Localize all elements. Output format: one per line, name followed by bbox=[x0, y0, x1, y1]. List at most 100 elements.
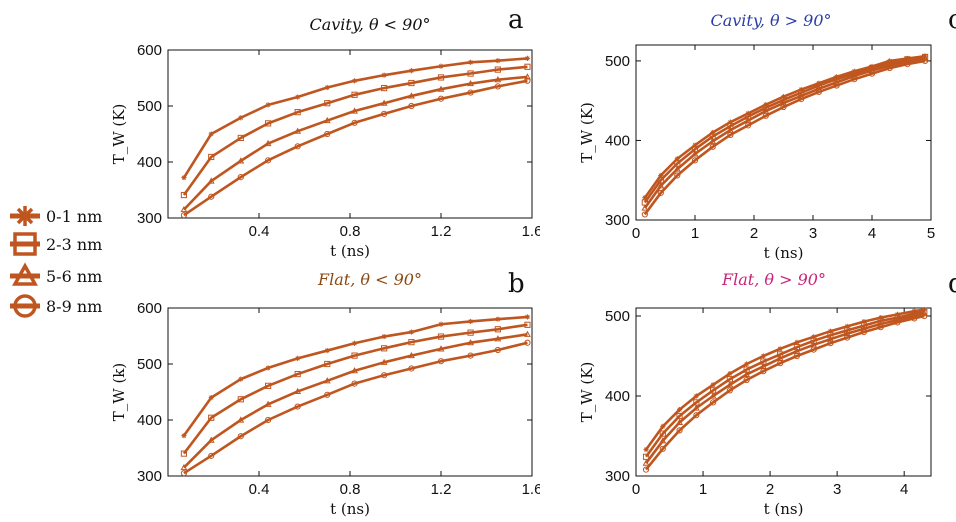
data-point bbox=[237, 174, 244, 181]
data-point bbox=[798, 86, 804, 93]
legend-marker-shape bbox=[13, 232, 37, 256]
data-point bbox=[894, 319, 901, 326]
data-point bbox=[381, 345, 388, 352]
data-point bbox=[760, 353, 766, 359]
x-tick-label: 4 bbox=[868, 225, 876, 242]
series-line bbox=[645, 308, 925, 451]
data-point bbox=[709, 137, 717, 144]
data-point bbox=[467, 339, 475, 346]
data-point bbox=[467, 318, 474, 325]
data-point bbox=[265, 102, 271, 108]
series-2 bbox=[641, 54, 929, 211]
series-line bbox=[643, 55, 926, 204]
data-point bbox=[660, 423, 666, 429]
x-tick-label: 2 bbox=[750, 225, 758, 242]
series-2 bbox=[180, 73, 531, 213]
data-point bbox=[294, 403, 301, 410]
data-point bbox=[868, 70, 876, 77]
series-0 bbox=[181, 314, 531, 439]
data-point bbox=[844, 334, 851, 341]
series-line bbox=[643, 54, 926, 199]
chart-title: Cavity, θ > 90° bbox=[710, 11, 831, 30]
data-point bbox=[659, 430, 666, 437]
data-point bbox=[524, 314, 531, 320]
y-tick-label: 500 bbox=[605, 53, 630, 70]
data-point bbox=[351, 367, 358, 374]
data-point bbox=[827, 332, 834, 339]
plot-frame bbox=[635, 44, 932, 221]
data-point bbox=[180, 191, 188, 199]
x-tick-label: 1 bbox=[699, 481, 707, 498]
data-point bbox=[743, 376, 750, 384]
data-point bbox=[295, 94, 301, 100]
data-point bbox=[265, 382, 272, 389]
chart-b: 0.4 0.8 1.2 1.6 300 400 500 600 t (ns) T_W (k) Fla… bbox=[110, 269, 540, 518]
data-point bbox=[780, 103, 787, 111]
data-point bbox=[351, 119, 358, 126]
data-point bbox=[381, 372, 388, 379]
legend-entry-1: 2-3 nm bbox=[10, 232, 102, 256]
data-point bbox=[878, 315, 884, 321]
series-2 bbox=[180, 330, 531, 471]
y-axis-label: T_W (K) bbox=[578, 102, 596, 163]
data-point bbox=[208, 452, 215, 459]
data-point bbox=[494, 346, 501, 354]
data-point bbox=[238, 115, 244, 121]
data-point bbox=[727, 131, 734, 138]
legend-marker-shape bbox=[13, 294, 37, 318]
x-axis-label: t (ns) bbox=[330, 242, 370, 260]
data-point bbox=[811, 334, 817, 340]
legend-entry-3: 8-9 nm bbox=[10, 294, 102, 318]
data-point bbox=[407, 92, 415, 99]
data-point bbox=[294, 127, 302, 134]
series-0 bbox=[181, 55, 531, 181]
data-point bbox=[693, 412, 700, 419]
data-point bbox=[495, 58, 501, 64]
data-point bbox=[844, 323, 850, 329]
data-point bbox=[657, 189, 664, 197]
data-point bbox=[745, 122, 752, 129]
data-point bbox=[324, 84, 330, 91]
data-point bbox=[180, 463, 188, 471]
chart-title: Flat, θ < 90° bbox=[317, 270, 422, 289]
data-point bbox=[294, 143, 301, 150]
series-3 bbox=[180, 77, 531, 219]
data-point bbox=[408, 102, 415, 110]
data-point bbox=[208, 131, 214, 137]
square-marker-icon bbox=[10, 232, 40, 256]
x-tick-label: 1.2 bbox=[431, 223, 452, 240]
data-point bbox=[851, 76, 858, 83]
x-tick-label: 0.8 bbox=[340, 223, 361, 240]
panel-letter: c bbox=[948, 5, 956, 35]
data-point bbox=[657, 182, 665, 189]
x-tick-label: 3 bbox=[809, 225, 817, 242]
data-point bbox=[380, 358, 388, 365]
data-point bbox=[208, 193, 215, 200]
legend-marker-shape bbox=[12, 262, 38, 286]
data-point bbox=[780, 94, 787, 100]
data-point bbox=[407, 351, 415, 359]
data-point bbox=[408, 365, 415, 372]
data-point bbox=[798, 95, 805, 103]
y-tick-label: 500 bbox=[137, 356, 162, 373]
series-1 bbox=[180, 63, 531, 199]
data-point bbox=[380, 99, 388, 106]
series-line bbox=[183, 79, 528, 217]
data-point bbox=[494, 326, 501, 333]
data-point bbox=[295, 355, 301, 361]
data-point bbox=[777, 360, 784, 367]
data-point bbox=[294, 109, 301, 116]
data-point bbox=[467, 79, 475, 87]
y-tick-label: 300 bbox=[605, 212, 630, 229]
data-point bbox=[760, 368, 767, 375]
x-tick-label: 2 bbox=[766, 481, 774, 498]
legend: 0-1 nm 2-3 nm 5-6 nm 8-9 nm bbox=[10, 206, 102, 318]
triangle-marker-icon bbox=[10, 262, 40, 286]
data-point bbox=[710, 129, 716, 136]
data-point bbox=[827, 328, 834, 334]
data-point bbox=[861, 319, 867, 325]
data-point bbox=[408, 68, 415, 74]
data-point bbox=[495, 316, 501, 322]
data-point bbox=[467, 59, 474, 65]
data-point bbox=[494, 76, 502, 83]
